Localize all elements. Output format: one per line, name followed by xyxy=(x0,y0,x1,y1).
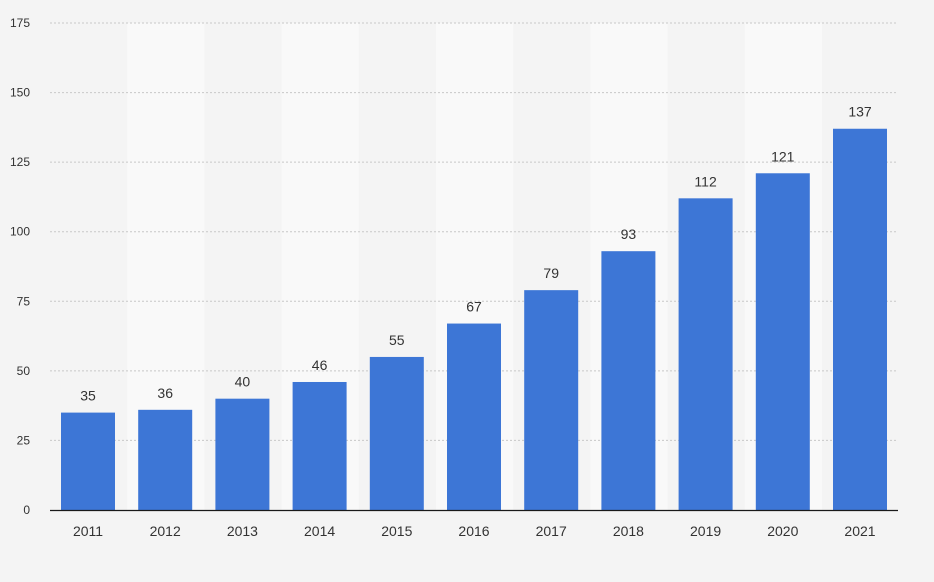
data-label: 40 xyxy=(235,374,251,390)
bar[interactable] xyxy=(61,412,115,510)
x-tick-label: 2011 xyxy=(73,523,103,539)
bar[interactable] xyxy=(678,198,733,510)
data-label: 35 xyxy=(80,388,96,404)
bar[interactable] xyxy=(833,128,887,510)
bar[interactable] xyxy=(215,398,270,510)
x-tick-label: 2018 xyxy=(613,523,644,539)
data-label: 112 xyxy=(694,173,717,189)
bar[interactable] xyxy=(601,251,656,511)
x-tick-label: 2016 xyxy=(458,523,489,539)
y-tick-label: 25 xyxy=(17,433,31,447)
x-tick-label: 2014 xyxy=(304,523,335,539)
y-tick-label: 75 xyxy=(17,294,31,308)
y-tick-label: 100 xyxy=(10,225,30,239)
data-labels: 35 36 40 46 55 67 79 93 112 121 137 xyxy=(80,104,872,404)
data-label: 67 xyxy=(466,299,482,315)
bar[interactable] xyxy=(755,173,810,510)
bar[interactable] xyxy=(292,381,347,510)
data-label: 121 xyxy=(771,148,795,164)
x-axis-ticks: 2011 2012 2013 2014 2015 2016 2017 2018 2019 2020… xyxy=(73,523,876,539)
x-tick-label: 2012 xyxy=(150,523,181,539)
data-label: 93 xyxy=(621,226,637,242)
x-tick-label: 2021 xyxy=(844,523,875,539)
x-tick-label: 2013 xyxy=(227,523,258,539)
x-tick-label: 2019 xyxy=(690,523,721,539)
data-label: 36 xyxy=(157,385,173,401)
data-label: 55 xyxy=(389,332,405,348)
bar[interactable] xyxy=(447,323,501,510)
y-tick-label: 50 xyxy=(17,364,31,378)
data-label: 137 xyxy=(848,104,872,120)
y-tick-label: 150 xyxy=(10,86,30,100)
bar[interactable] xyxy=(369,356,424,510)
y-tick-label: 0 xyxy=(23,503,30,517)
data-label: 46 xyxy=(312,357,328,373)
y-axis-ticks: 0 25 50 75 100 125 150 175 xyxy=(10,16,30,517)
data-label: 79 xyxy=(543,265,559,281)
x-tick-label: 2015 xyxy=(381,523,412,539)
x-tick-label: 2020 xyxy=(767,523,798,539)
y-tick-label: 175 xyxy=(10,16,30,30)
x-tick-label: 2017 xyxy=(536,523,567,539)
y-tick-label: 125 xyxy=(10,155,30,169)
bars xyxy=(61,128,887,511)
bar[interactable] xyxy=(524,290,579,510)
bar[interactable] xyxy=(138,409,193,510)
